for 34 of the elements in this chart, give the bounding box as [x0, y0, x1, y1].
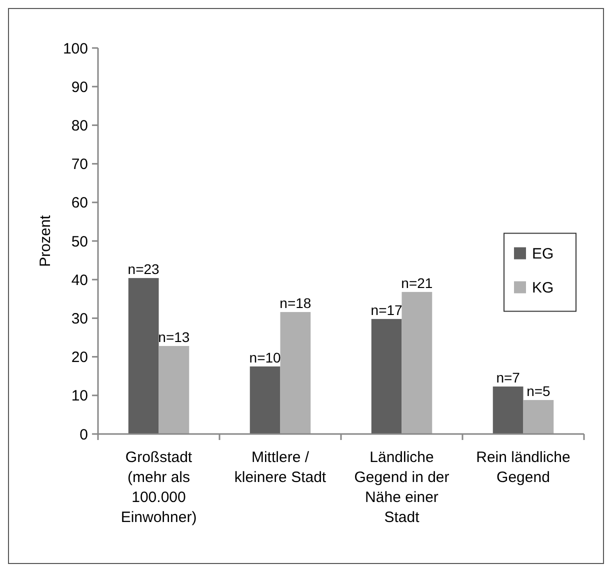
bar — [492, 386, 524, 434]
legend-label: EG — [532, 246, 554, 263]
x-tick-label: Großstadt (mehr als 100.000 Einwohner) — [120, 449, 197, 526]
bar — [371, 318, 402, 434]
y-tick-label: 50 — [71, 233, 88, 250]
y-tick-label: 70 — [71, 156, 88, 174]
annotation: n=21 — [401, 274, 433, 291]
annotation: n=5 — [526, 383, 551, 400]
y-tick-label: 100 — [62, 40, 88, 58]
annotation: n=17 — [370, 302, 403, 318]
x-tick-label: Ländliche Gegend in der Nähe einer Stadt — [354, 449, 450, 526]
bar — [402, 292, 432, 434]
x-tick-label: Mittlere / kleinere Stadt — [234, 449, 327, 486]
bar — [128, 278, 159, 434]
annotation: n=7 — [496, 370, 520, 386]
legend-label: KG — [532, 280, 554, 297]
annotation: n=10 — [249, 349, 282, 366]
y-tick-label: 60 — [71, 194, 88, 212]
y-tick-label: 30 — [71, 310, 88, 328]
y-tick-label: 20 — [71, 349, 88, 366]
annotation: n=23 — [128, 261, 160, 278]
bar — [250, 366, 280, 434]
annotation: n=18 — [280, 295, 312, 312]
y-tick-label: 90 — [71, 78, 88, 96]
y-tick-label: 10 — [71, 388, 88, 405]
annotation: n=13 — [158, 328, 190, 345]
bar — [280, 312, 311, 434]
y-tick-label: 80 — [71, 117, 88, 134]
y-tick-label: 0 — [80, 426, 88, 444]
y-axis-title: Prozent — [37, 214, 54, 267]
y-tick-label: 40 — [71, 272, 88, 289]
bar — [523, 400, 554, 434]
bar — [158, 346, 190, 434]
x-tick-label: Rein ländliche Gegend — [476, 449, 570, 486]
